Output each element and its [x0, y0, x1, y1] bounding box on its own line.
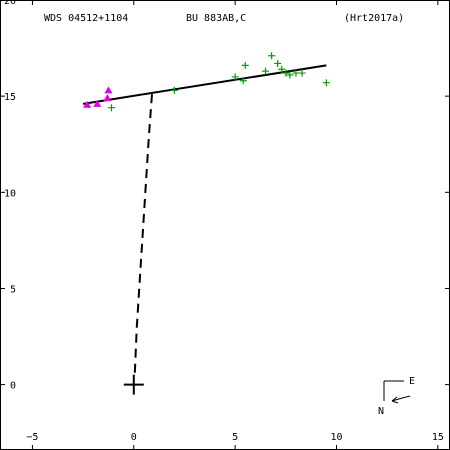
- orbit-line: [82, 64, 327, 105]
- compass-east-label: E: [409, 376, 415, 387]
- plus-point: [107, 104, 115, 112]
- primary-cross: [123, 374, 144, 395]
- dashed-line-group: [133, 94, 153, 374]
- plus-point: [231, 73, 239, 81]
- header-left: WDS 04512+1104: [44, 13, 128, 24]
- y-tick-label: 20: [4, 0, 16, 7]
- orbit-line-group: [82, 64, 327, 105]
- x-tick-label: −5: [26, 432, 38, 443]
- plus-point: [286, 71, 294, 79]
- primary-star-marker: [123, 374, 144, 395]
- plus-point: [241, 61, 249, 69]
- header-right: (Hrt2017a): [344, 13, 404, 24]
- compass-north-label: N: [378, 406, 384, 417]
- triangle-point: [104, 86, 113, 94]
- plus-point: [298, 69, 306, 77]
- compass-arrow-icon: [391, 395, 411, 404]
- x-tick-label: 10: [330, 432, 342, 443]
- triangle-point: [93, 99, 102, 107]
- y-tick-label: 0: [10, 381, 16, 392]
- plus-point: [170, 86, 178, 94]
- y-tick-label: 15: [4, 92, 16, 103]
- plus-point: [278, 65, 286, 73]
- compass: E N: [378, 376, 415, 417]
- triangle-point: [83, 100, 92, 108]
- plus-point: [274, 59, 282, 67]
- plus-point: [268, 52, 276, 60]
- plus-point: [292, 69, 300, 77]
- x-tick-label: 0: [131, 432, 137, 443]
- x-tick-label: 5: [232, 432, 238, 443]
- y-tick-label: 10: [4, 188, 16, 199]
- plus-point: [322, 79, 330, 87]
- plus-point: [282, 69, 290, 77]
- y-tick-label: 5: [10, 284, 16, 295]
- x-tick-label: 15: [432, 432, 444, 443]
- triangle-point: [103, 94, 112, 102]
- header-center: BU 883AB,C: [186, 13, 246, 24]
- plus-point: [262, 67, 270, 75]
- plus-point: [239, 77, 247, 85]
- data-points: [83, 52, 330, 112]
- dashed-line: [133, 94, 153, 374]
